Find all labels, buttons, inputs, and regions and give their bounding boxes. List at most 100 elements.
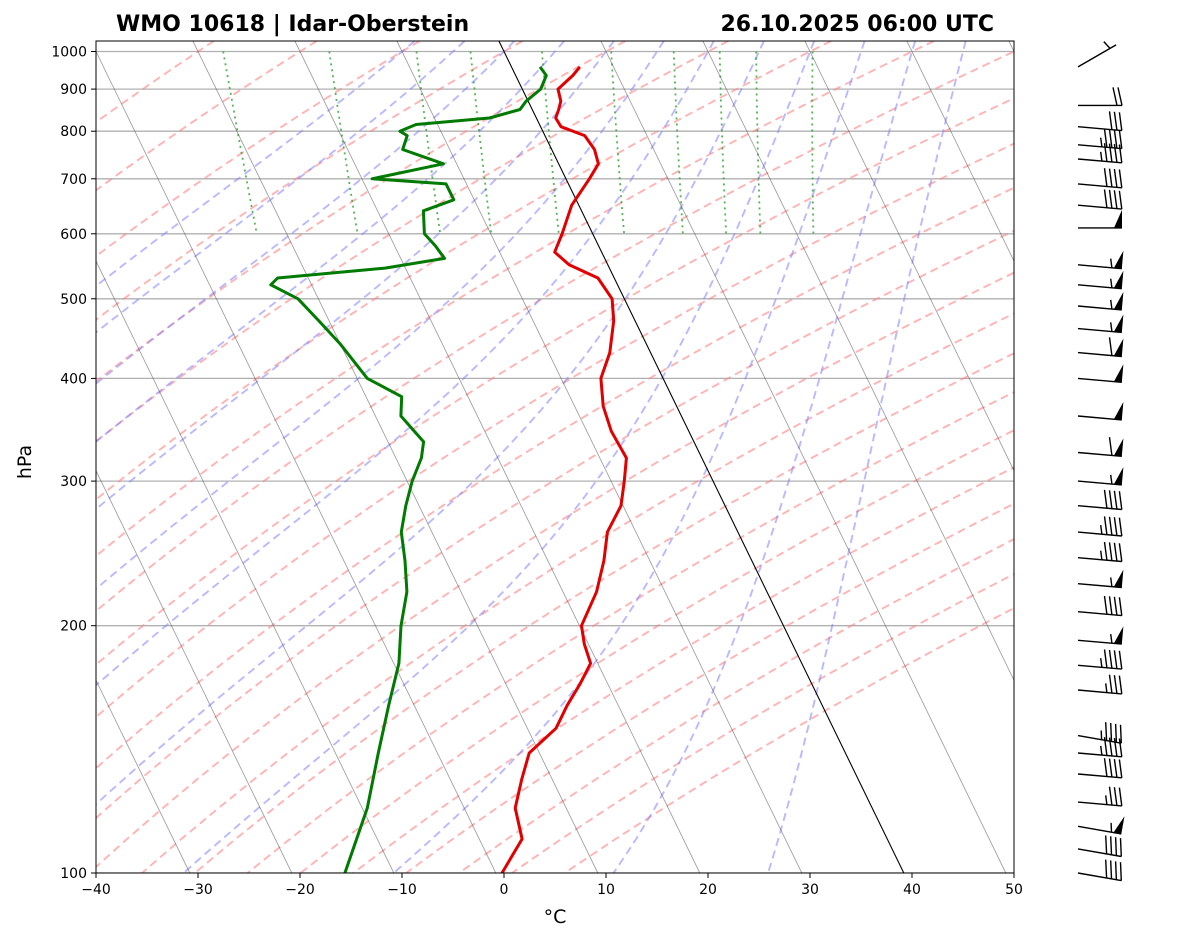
temperature-profile-line [500, 65, 628, 873]
barb-staff [1077, 611, 1122, 617]
barb-half-flag [1105, 683, 1108, 693]
isotherm-line [396, 41, 803, 873]
wind-barb [1077, 786, 1123, 807]
barb-staff [1077, 557, 1122, 563]
datetime-title: 26.10.2025 06:00 UTC [720, 12, 994, 37]
wind-barb [1077, 758, 1123, 779]
wind-barb [1077, 250, 1124, 270]
barb-full-flag [1118, 144, 1123, 163]
isotherm-line [96, 50, 497, 873]
barb-full-flag [1110, 836, 1113, 855]
x-tick-label: 10 [597, 882, 615, 898]
barb-staff [1077, 144, 1122, 150]
barb-staff [1077, 825, 1122, 835]
dry-adiabat-line [247, 391, 1014, 873]
barb-pennant [1113, 250, 1124, 269]
barb-staff [1077, 480, 1122, 486]
barb-full-flag [1118, 190, 1123, 210]
y-tick-label: 200 [60, 619, 87, 635]
wind-barb [1077, 516, 1123, 537]
barb-full-flag [1113, 168, 1118, 188]
barb-full-flag [1113, 190, 1118, 209]
dry-adiabat-line [96, 41, 832, 501]
wind-barb [1077, 489, 1123, 511]
barb-full-flag [1108, 111, 1113, 130]
wind-barb [1077, 859, 1122, 882]
barb-full-flag [1108, 129, 1113, 148]
barb-full-flag [1108, 674, 1113, 694]
barb-full-flag [1103, 541, 1108, 561]
barb-full-flag [1113, 650, 1118, 669]
barb-pennant [1113, 467, 1124, 485]
wind-barb [1077, 128, 1123, 150]
dry-adiabat-line [96, 97, 1014, 666]
mixing-ratio-line [610, 51, 625, 234]
dry-adiabat-line [96, 271, 1014, 869]
barb-staff [1077, 531, 1122, 537]
barb-full-flag [1118, 491, 1123, 510]
dewpoint-profile-line [269, 66, 548, 873]
wind-barb [1077, 364, 1124, 383]
plot-frame [95, 40, 1015, 874]
y-tick-label: 500 [60, 292, 87, 308]
barb-staff [1077, 664, 1122, 670]
mixing-ratio-lines [222, 51, 815, 234]
barb-full-flag [1103, 758, 1108, 777]
y-tick-label: 100 [60, 866, 87, 882]
barb-half-flag [1110, 474, 1113, 485]
barb-staff [1077, 505, 1122, 511]
barb-half-flag [1110, 577, 1113, 587]
barb-full-flag [1103, 595, 1108, 615]
barb-staff [1077, 734, 1122, 744]
barb-full-flag [1119, 838, 1122, 857]
barb-full-flag [1113, 517, 1118, 536]
dry-adiabat-line [458, 538, 1014, 873]
barb-staff [1077, 848, 1122, 858]
wind-barb [1077, 467, 1124, 486]
wind-barb [1078, 87, 1123, 107]
barb-full-flag [1117, 87, 1123, 106]
x-tick-label: −40 [81, 882, 111, 898]
barb-staff [1077, 801, 1122, 807]
barb-pennant [1113, 314, 1124, 333]
barb-full-flag [1118, 650, 1123, 670]
barb-full-flag [1108, 542, 1113, 561]
y-axis-label: hPa [14, 445, 36, 479]
barb-half-flag [1110, 299, 1113, 310]
mixing-ratio-line [811, 51, 815, 234]
wind-barbs [1077, 41, 1125, 882]
barb-full-flag [1114, 837, 1118, 856]
barb-pennant [1113, 569, 1124, 588]
barb-staff [1077, 204, 1122, 210]
barb-full-flag [1103, 143, 1108, 162]
mixing-ratio-line [469, 51, 493, 234]
moist-adiabat-line [96, 41, 665, 591]
wind-barb [1077, 291, 1124, 311]
wind-barb [1077, 337, 1124, 358]
barb-pennant [1113, 338, 1124, 357]
barb-staff [1077, 583, 1122, 589]
barb-staff [1077, 872, 1122, 882]
x-tick-label: 40 [903, 882, 921, 898]
isotherm-line [294, 41, 701, 873]
isobar-grid [96, 50, 1014, 873]
barb-full-flag [1108, 168, 1113, 187]
dry-adiabat-line [511, 572, 1014, 873]
wind-barb [1077, 41, 1117, 68]
wind-barb [1077, 722, 1122, 744]
barb-half-flag [1110, 258, 1113, 268]
isotherm-line [192, 41, 599, 873]
mixing-ratio-line [755, 51, 762, 234]
isotherm-line [96, 469, 293, 873]
barb-full-flag [1113, 759, 1118, 778]
isotherm-grid [96, 41, 1014, 873]
moist-adiabat-line [96, 41, 416, 288]
x-tick-label: −10 [387, 882, 417, 898]
wind-barb [1077, 541, 1123, 563]
y-tick-label: 800 [60, 124, 87, 140]
barb-full-flag [1103, 168, 1108, 187]
y-axis-ticks: 1000 900 800 700 600 500 400 300 200 100 [51, 45, 96, 882]
barb-full-flag [1110, 860, 1113, 879]
x-tick-label: 20 [699, 882, 717, 898]
barb-full-flag [1105, 835, 1108, 854]
